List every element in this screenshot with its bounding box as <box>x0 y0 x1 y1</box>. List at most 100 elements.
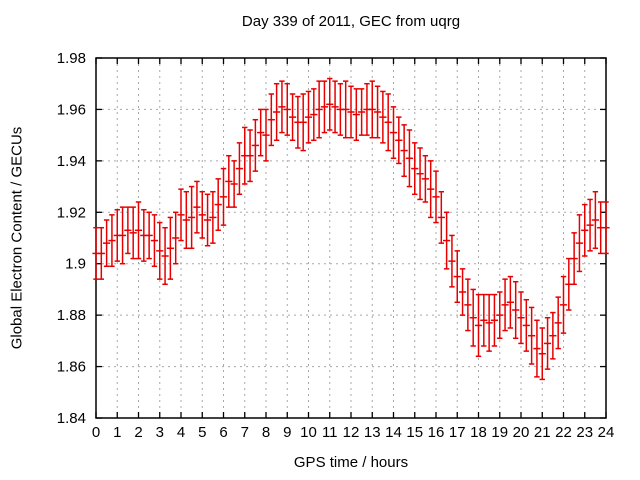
error-bar <box>437 190 445 244</box>
error-bar <box>522 298 530 352</box>
tick-label: 1.84 <box>57 410 86 427</box>
error-bar <box>108 214 116 268</box>
error-bar <box>103 219 111 268</box>
tick-label: 10 <box>300 424 317 441</box>
tick-label: 9 <box>283 424 291 441</box>
error-bar <box>166 216 174 280</box>
error-bar <box>113 208 121 262</box>
error-bar <box>464 278 472 332</box>
error-bar <box>389 106 398 160</box>
error-bar <box>358 88 366 136</box>
tick-label: 24 <box>598 424 615 441</box>
error-bar <box>538 327 546 381</box>
error-bar <box>549 311 557 360</box>
error-bar <box>97 226 105 280</box>
error-bar <box>416 147 424 201</box>
tick-label: 6 <box>219 424 227 441</box>
error-bar <box>405 129 414 188</box>
error-bar <box>262 108 270 162</box>
error-bar <box>310 88 318 142</box>
error-bar <box>501 278 509 332</box>
tick-label: 19 <box>491 424 508 441</box>
error-bar <box>506 275 514 329</box>
error-bar <box>400 124 408 178</box>
error-bar <box>469 288 477 347</box>
tick-label: 3 <box>156 424 164 441</box>
tick-label: 5 <box>198 424 206 441</box>
tick-label: 1.86 <box>57 359 86 376</box>
error-bar <box>188 185 196 250</box>
error-bar <box>591 190 599 250</box>
error-bar <box>235 142 244 196</box>
error-bar <box>543 316 552 370</box>
tick-label: 23 <box>576 424 593 441</box>
error-bar <box>219 167 228 226</box>
error-bar <box>172 211 180 265</box>
tick-label: 1.88 <box>57 307 86 324</box>
tick-label: 14 <box>385 424 402 441</box>
error-bar <box>283 82 291 136</box>
error-bar <box>352 88 360 142</box>
error-bar <box>156 221 164 280</box>
error-bar <box>92 226 100 280</box>
tick-label: 15 <box>406 424 423 441</box>
error-bar <box>384 93 392 152</box>
error-bar <box>177 188 185 242</box>
error-bar <box>347 85 355 139</box>
tick-label: 4 <box>177 424 185 441</box>
error-bar <box>288 93 297 142</box>
error-bar <box>565 257 573 311</box>
tick-label: 18 <box>470 424 487 441</box>
error-bar <box>124 206 132 255</box>
error-bar <box>299 93 307 152</box>
error-bar <box>395 116 403 165</box>
error-bar <box>342 80 350 139</box>
error-bar <box>198 190 206 239</box>
error-bar <box>443 211 451 270</box>
error-bar <box>458 268 467 316</box>
error-bar <box>251 118 259 172</box>
error-bar <box>304 90 313 144</box>
error-bar <box>575 214 584 273</box>
error-bar <box>453 250 461 304</box>
error-bar <box>368 80 376 139</box>
tick-label: 1.94 <box>57 153 86 170</box>
error-bar <box>421 154 429 203</box>
tick-label: 1.9 <box>65 256 86 273</box>
tick-label: 21 <box>534 424 551 441</box>
error-bar <box>517 291 525 345</box>
x-tick-labels: 0 1 2 3 4 5 6 7 8 9 10 11 12 13 14 15 16 17 18 19 20 21 22 23 24 <box>92 424 615 441</box>
error-bar <box>320 80 329 134</box>
error-bar <box>193 180 201 234</box>
error-bar <box>326 77 334 131</box>
error-bar <box>209 190 217 244</box>
tick-label: 11 <box>322 424 338 441</box>
tick-label: 1.92 <box>57 204 86 221</box>
tick-label: 16 <box>428 424 445 441</box>
error-bar <box>570 232 578 286</box>
error-bar <box>581 203 589 257</box>
error-bar <box>379 90 387 144</box>
error-bar <box>480 293 488 347</box>
error-bar <box>554 296 562 350</box>
error-bar <box>118 206 127 265</box>
error-bar <box>490 293 499 347</box>
tick-label: 2 <box>134 424 142 441</box>
tick-label: 7 <box>241 424 249 441</box>
tick-label: 1.98 <box>57 50 86 67</box>
error-bar <box>448 234 456 288</box>
axis-ticks <box>95 57 607 419</box>
error-bar <box>602 201 610 255</box>
error-bar <box>241 126 249 185</box>
error-bar <box>257 108 265 157</box>
x-axis-label: GPS time / hours <box>293 454 409 471</box>
error-bar <box>496 291 504 340</box>
error-bar <box>145 211 153 260</box>
tick-label: 1.96 <box>57 101 86 118</box>
tick-label: 20 <box>513 424 530 441</box>
error-bar <box>315 80 323 139</box>
error-bar <box>278 80 286 134</box>
chart-title: Day 339 of 2011, GEC from uqrg <box>241 13 461 30</box>
error-bar <box>182 190 190 250</box>
